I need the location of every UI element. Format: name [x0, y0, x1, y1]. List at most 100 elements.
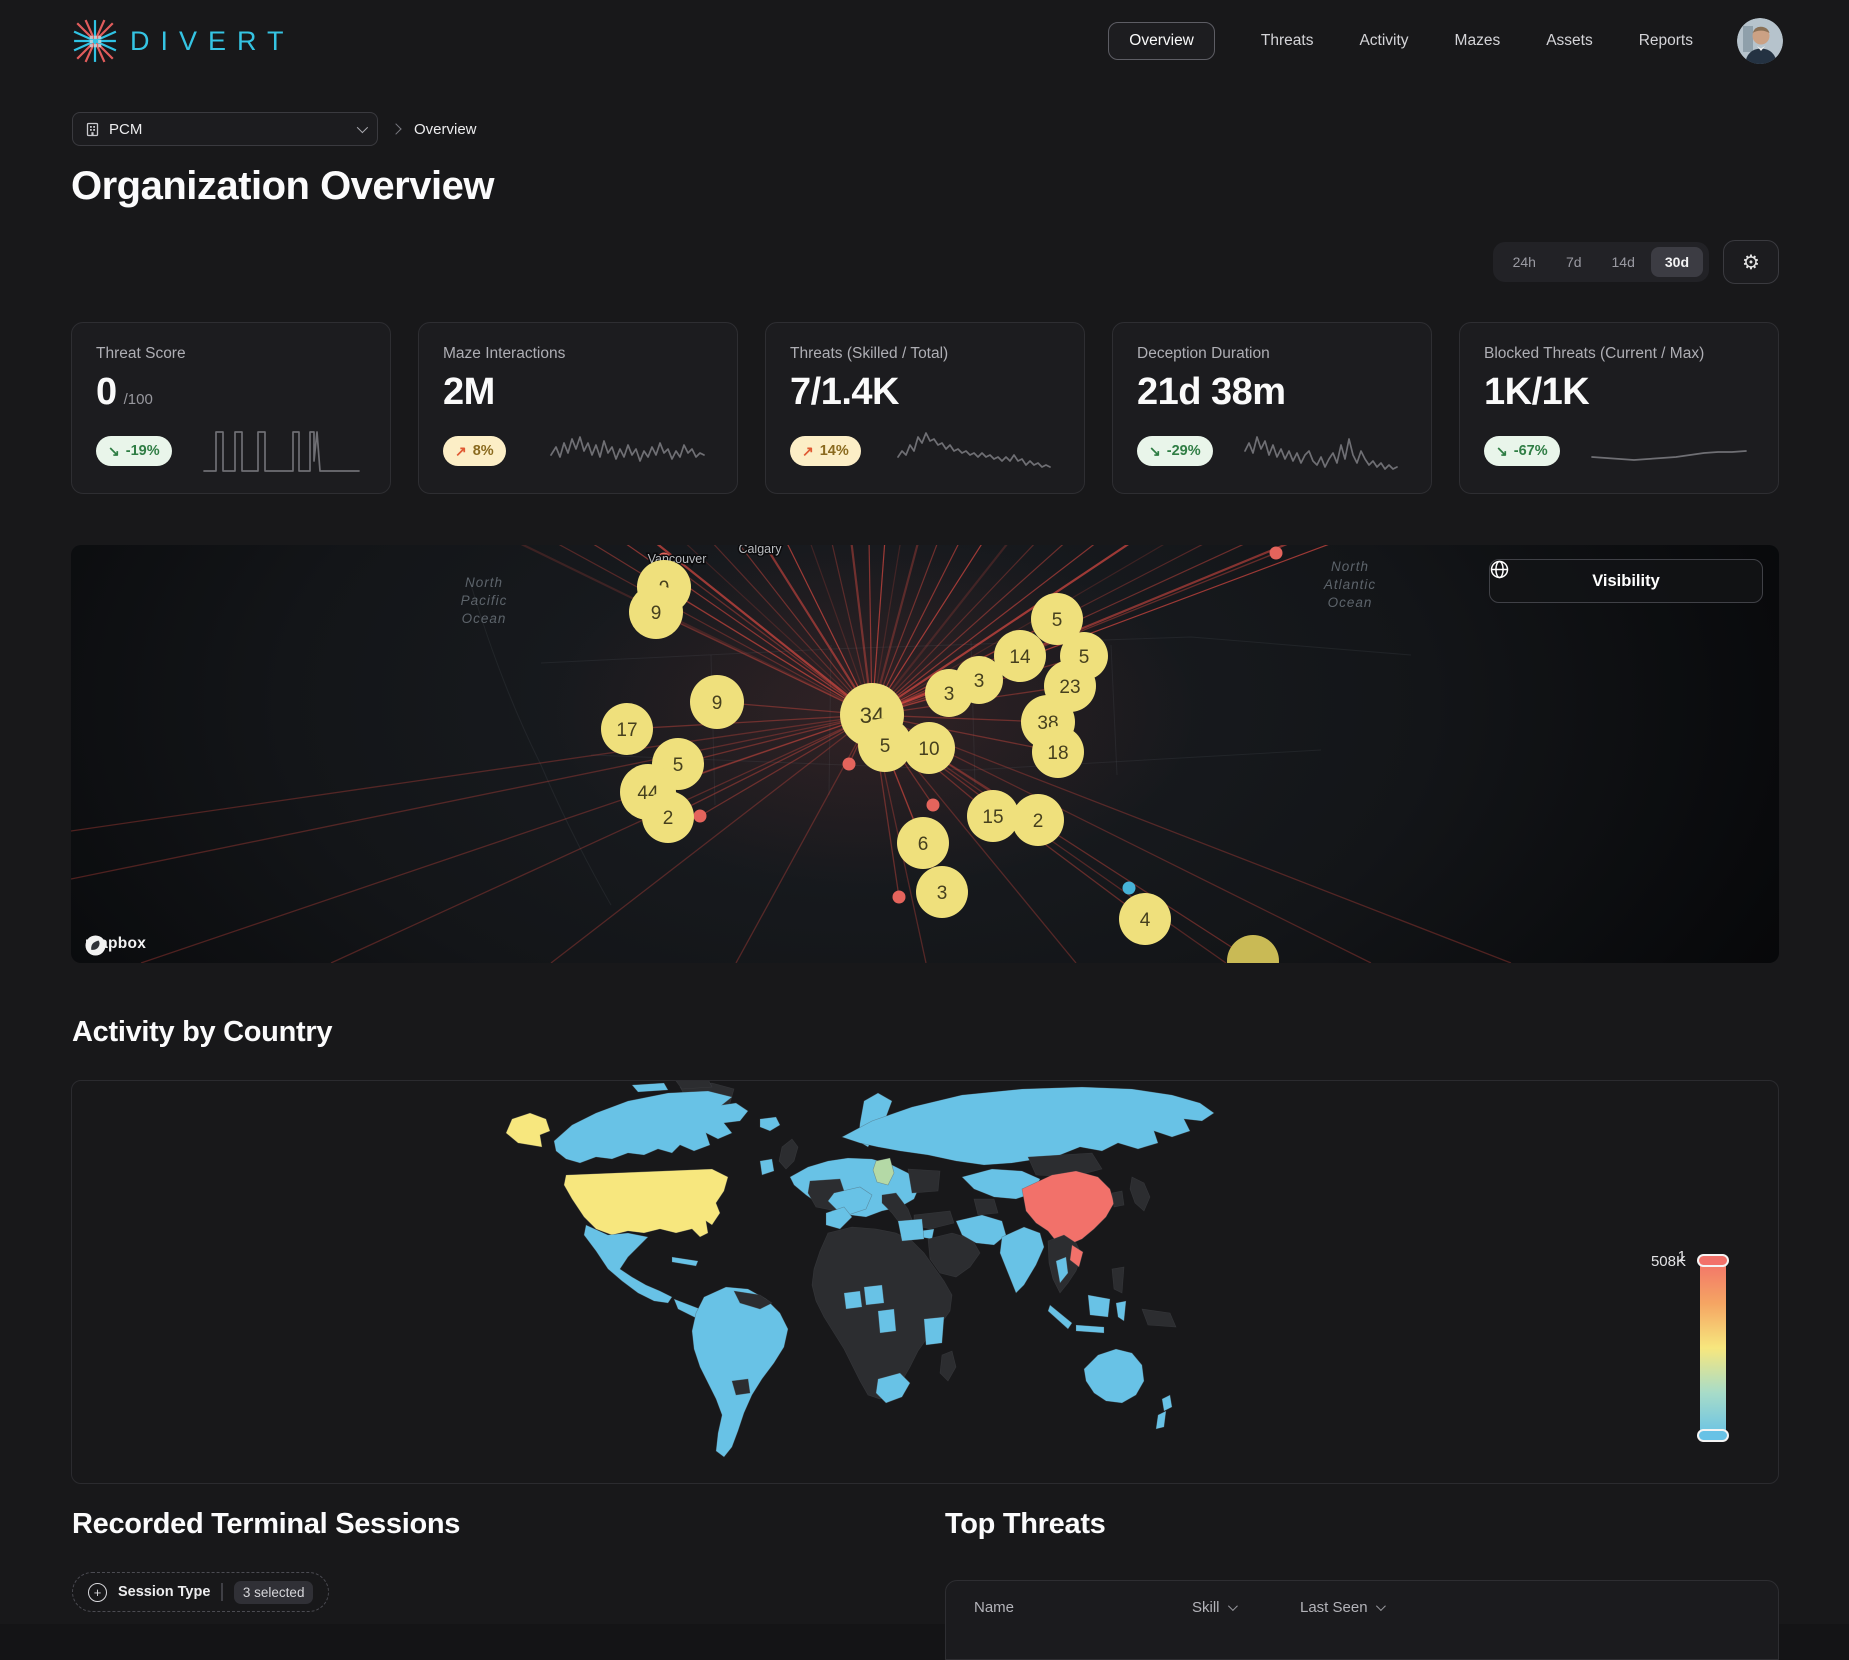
activity-by-country-heading: Activity by Country	[72, 1016, 333, 1048]
page-title: Organization Overview	[71, 164, 494, 208]
map-cluster-marker[interactable]: 17	[601, 703, 653, 755]
nav-reports[interactable]: Reports	[1638, 32, 1693, 49]
map-cluster-marker[interactable]: 14	[994, 630, 1046, 682]
map-cluster-marker[interactable]: 5	[858, 718, 912, 772]
delta-badge: ↘ -67%	[1484, 436, 1560, 466]
range-24h[interactable]: 24h	[1512, 254, 1536, 270]
svg-text:5: 5	[1079, 647, 1090, 668]
card-value: 2M	[443, 371, 495, 413]
map-cluster-marker[interactable]: 2	[1012, 794, 1064, 846]
svg-text:9: 9	[651, 603, 662, 624]
card-value: 0	[96, 371, 117, 413]
map-cluster-marker[interactable]: 6	[897, 817, 949, 869]
top-navigation-bar: DIVERT Overview Threats Activity Mazes A…	[0, 0, 1849, 72]
range-7d[interactable]: 7d	[1565, 254, 1582, 270]
svg-text:15: 15	[982, 807, 1003, 828]
map-cluster-marker[interactable]: 2	[642, 791, 694, 843]
filter-divider	[221, 1583, 223, 1601]
card-value: 1K/1K	[1484, 371, 1590, 413]
map-cluster-marker[interactable]: 4	[1119, 893, 1171, 945]
map-cluster-marker[interactable]: 9	[690, 675, 744, 729]
map-cluster-marker[interactable]: 9	[629, 585, 683, 639]
delta-badge: ↘ -29%	[1137, 436, 1213, 466]
svg-text:3: 3	[937, 883, 948, 904]
attack-map-panel[interactable]: Vancouver Calgary North Pacific Ocean North At…	[71, 545, 1779, 963]
visibility-button[interactable]: Visibility	[1489, 559, 1763, 603]
ocean-label: North	[1331, 559, 1369, 574]
divert-logo-icon	[73, 19, 117, 63]
card-title: Maze Interactions	[443, 345, 566, 362]
trend-arrow-icon: ↘	[1496, 442, 1508, 459]
svg-text:17: 17	[616, 720, 637, 741]
sparkline-chart	[1591, 450, 1747, 461]
card-deception-duration: Deception Duration 21d 38m ↘ -29%	[1112, 322, 1432, 494]
delta-badge: ↗ 14%	[790, 436, 861, 466]
trend-arrow-icon: ↗	[802, 442, 814, 459]
ocean-label: Ocean	[462, 611, 507, 626]
table-header-row: Name Skill Last Seen	[946, 1581, 1778, 1633]
asset-dot[interactable]	[1122, 881, 1136, 895]
nav-activity[interactable]: Activity	[1359, 32, 1409, 49]
column-last-seen-sort[interactable]: Last Seen	[1300, 1599, 1386, 1616]
organization-select[interactable]: PCM	[72, 112, 378, 146]
top-threats-heading: Top Threats	[945, 1508, 1106, 1540]
sparkline-chart	[203, 431, 360, 472]
mapbox-attribution[interactable]: mapbox	[85, 935, 146, 956]
time-range-controls: 24h 7d 14d 30d ⚙	[1492, 240, 1779, 284]
card-value: 7/1.4K	[790, 371, 899, 413]
threat-dot[interactable]	[892, 890, 906, 904]
map-cluster-marker[interactable]: 5	[1031, 593, 1083, 645]
map-cluster-marker[interactable]: 3	[916, 866, 968, 918]
map-cluster-marker[interactable]: 15	[967, 790, 1019, 842]
threat-dot[interactable]	[842, 757, 856, 771]
threat-dot[interactable]	[926, 798, 940, 812]
mapbox-icon	[85, 935, 106, 956]
map-cluster-marker[interactable]: 18	[1032, 726, 1084, 778]
chevron-down-icon	[1227, 1600, 1238, 1611]
filter-count-badge: 3 selected	[233, 1580, 314, 1604]
scale-gradient-bar	[1697, 1254, 1729, 1442]
svg-text:18: 18	[1047, 743, 1068, 764]
nav-overview[interactable]: Overview	[1108, 22, 1215, 60]
card-maze-interactions: Maze Interactions 2M ↗ 8%	[418, 322, 738, 494]
delta-badge: ↘ -19%	[96, 436, 172, 466]
nav-mazes[interactable]: Mazes	[1454, 32, 1501, 49]
world-choropleth-map	[505, 1081, 1215, 1458]
threat-dot[interactable]	[693, 809, 707, 823]
filter-label: Session Type	[118, 1584, 211, 1600]
map-cluster-marker[interactable]: 10	[903, 722, 955, 774]
card-title: Deception Duration	[1137, 345, 1270, 362]
map-cluster-marker[interactable]	[1227, 935, 1279, 963]
terminal-sessions-heading: Recorded Terminal Sessions	[72, 1508, 461, 1540]
user-avatar[interactable]	[1737, 18, 1783, 64]
session-type-filter[interactable]: + Session Type 3 selected	[72, 1572, 330, 1612]
top-threats-table: Name Skill Last Seen	[945, 1580, 1779, 1660]
svg-text:2: 2	[663, 808, 674, 829]
range-30d[interactable]: 30d	[1650, 247, 1703, 277]
card-title: Blocked Threats (Current / Max)	[1484, 345, 1705, 362]
svg-text:4: 4	[1140, 910, 1151, 931]
column-skill-sort[interactable]: Skill	[1192, 1599, 1300, 1616]
gear-icon: ⚙	[1742, 251, 1760, 274]
settings-button[interactable]: ⚙	[1723, 240, 1779, 284]
attack-map: VancouverCalgaryNorthPacificOceanNorthAt…	[71, 545, 1512, 963]
threat-dot[interactable]	[1269, 546, 1283, 560]
nav-threats[interactable]: Threats	[1260, 32, 1314, 49]
chevron-down-icon	[1375, 1600, 1386, 1611]
scale-bottom-cap	[1697, 1429, 1729, 1442]
plus-circle-icon: +	[88, 1582, 107, 1602]
map-cluster-marker[interactable]: 3	[955, 656, 1003, 704]
svg-text:5: 5	[880, 736, 891, 757]
card-threat-score: Threat Score 0/100 ↘ -19%	[71, 322, 391, 494]
building-icon	[86, 122, 99, 136]
ocean-label: Pacific	[461, 593, 508, 608]
world-map-panel[interactable]: 508K 1	[71, 1080, 1779, 1484]
svg-text:3: 3	[944, 684, 955, 705]
brand-name: DIVERT	[130, 25, 295, 56]
globe-icon	[1490, 560, 1509, 579]
ocean-label: Atlantic	[1323, 577, 1376, 592]
nav-assets[interactable]: Assets	[1546, 32, 1593, 49]
range-14d[interactable]: 14d	[1611, 254, 1635, 270]
brand-logo[interactable]: DIVERT	[72, 18, 295, 64]
scale-top-cap	[1697, 1254, 1729, 1267]
